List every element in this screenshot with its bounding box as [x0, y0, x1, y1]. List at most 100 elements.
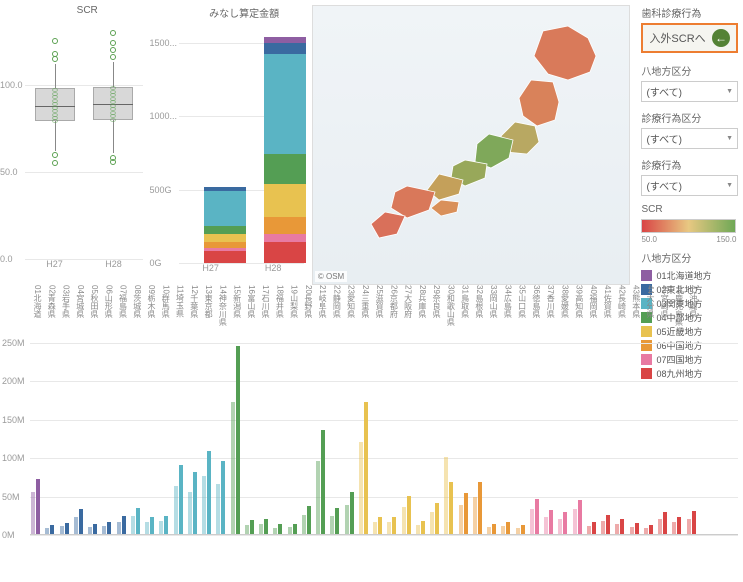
- bar[interactable]: [45, 528, 49, 534]
- bar[interactable]: [302, 515, 306, 534]
- bar[interactable]: [207, 451, 211, 534]
- bar[interactable]: [464, 493, 468, 534]
- bar[interactable]: [430, 512, 434, 534]
- bar[interactable]: [150, 517, 154, 534]
- bar[interactable]: [663, 512, 667, 534]
- bar[interactable]: [122, 516, 126, 534]
- bar[interactable]: [459, 505, 463, 534]
- bar[interactable]: [307, 506, 311, 534]
- bar[interactable]: [335, 508, 339, 534]
- bar[interactable]: [373, 522, 377, 534]
- bar[interactable]: [530, 509, 534, 534]
- bar[interactable]: [387, 522, 391, 534]
- bar[interactable]: [687, 519, 691, 534]
- bar[interactable]: [587, 526, 591, 534]
- bar[interactable]: [601, 521, 605, 534]
- bar[interactable]: [516, 528, 520, 534]
- bar[interactable]: [677, 517, 681, 534]
- bar[interactable]: [435, 503, 439, 534]
- bar[interactable]: [506, 522, 510, 534]
- bar[interactable]: [159, 521, 163, 534]
- bar[interactable]: [359, 442, 363, 534]
- bar[interactable]: [521, 525, 525, 534]
- bar[interactable]: [544, 517, 548, 534]
- bar[interactable]: [563, 512, 567, 534]
- bar[interactable]: [188, 492, 192, 534]
- bar[interactable]: [421, 521, 425, 534]
- bar[interactable]: [136, 508, 140, 534]
- bar[interactable]: [644, 528, 648, 534]
- bar[interactable]: [259, 524, 263, 534]
- bar[interactable]: [416, 525, 420, 534]
- bar[interactable]: [635, 523, 639, 534]
- bar[interactable]: [288, 527, 292, 534]
- bar[interactable]: [216, 484, 220, 534]
- bar[interactable]: [392, 517, 396, 534]
- bar[interactable]: [65, 523, 69, 534]
- bar[interactable]: [473, 497, 477, 534]
- legend-item[interactable]: 01北海道地方: [641, 269, 738, 282]
- bar[interactable]: [131, 516, 135, 534]
- bar[interactable]: [79, 509, 83, 534]
- bar[interactable]: [202, 476, 206, 534]
- bar[interactable]: [649, 525, 653, 534]
- bar[interactable]: [179, 465, 183, 534]
- bar[interactable]: [350, 492, 354, 534]
- bar[interactable]: [102, 526, 106, 534]
- bar[interactable]: [535, 499, 539, 534]
- bar[interactable]: [93, 524, 97, 534]
- bar[interactable]: [444, 457, 448, 534]
- bar[interactable]: [74, 517, 78, 534]
- bar[interactable]: [88, 527, 92, 534]
- bar[interactable]: [193, 472, 197, 534]
- bar[interactable]: [50, 525, 54, 534]
- bar[interactable]: [273, 528, 277, 534]
- bar[interactable]: [658, 519, 662, 534]
- bar[interactable]: [60, 526, 64, 534]
- bar[interactable]: [558, 519, 562, 534]
- bar[interactable]: [592, 522, 596, 534]
- bar[interactable]: [578, 500, 582, 534]
- bar[interactable]: [449, 482, 453, 534]
- bar[interactable]: [250, 520, 254, 534]
- bar[interactable]: [692, 511, 696, 534]
- bar[interactable]: [330, 516, 334, 534]
- bar[interactable]: [278, 524, 282, 534]
- bar[interactable]: [364, 402, 368, 534]
- filter-select-2[interactable]: (すべて): [641, 175, 738, 196]
- bar[interactable]: [164, 516, 168, 534]
- bar[interactable]: [264, 519, 268, 534]
- bar[interactable]: [672, 522, 676, 534]
- bar[interactable]: [606, 515, 610, 534]
- bar[interactable]: [316, 461, 320, 534]
- bar[interactable]: [549, 510, 553, 534]
- bar[interactable]: [174, 486, 178, 534]
- bar[interactable]: [407, 496, 411, 534]
- bar[interactable]: [145, 522, 149, 534]
- bar[interactable]: [573, 509, 577, 534]
- bar[interactable]: [236, 346, 240, 534]
- bar[interactable]: [245, 525, 249, 534]
- bar[interactable]: [378, 517, 382, 534]
- bar[interactable]: [620, 519, 624, 534]
- bar[interactable]: [293, 524, 297, 534]
- filter-select-0[interactable]: (すべて): [641, 81, 738, 102]
- map-chart[interactable]: © OSM: [312, 5, 631, 285]
- bar[interactable]: [231, 402, 235, 534]
- bar[interactable]: [501, 526, 505, 534]
- bar[interactable]: [478, 482, 482, 534]
- bar[interactable]: [221, 461, 225, 534]
- bar[interactable]: [492, 524, 496, 534]
- bar[interactable]: [31, 492, 35, 534]
- bar[interactable]: [630, 527, 634, 534]
- bar[interactable]: [487, 527, 491, 534]
- nav-button[interactable]: 入外SCRへ ←: [641, 23, 738, 53]
- bar[interactable]: [321, 430, 325, 534]
- bar[interactable]: [615, 524, 619, 534]
- bar[interactable]: [402, 507, 406, 534]
- bar[interactable]: [117, 522, 121, 534]
- bar[interactable]: [345, 505, 349, 534]
- filter-select-1[interactable]: (すべて): [641, 128, 738, 149]
- bar[interactable]: [107, 522, 111, 534]
- bar[interactable]: [36, 479, 40, 534]
